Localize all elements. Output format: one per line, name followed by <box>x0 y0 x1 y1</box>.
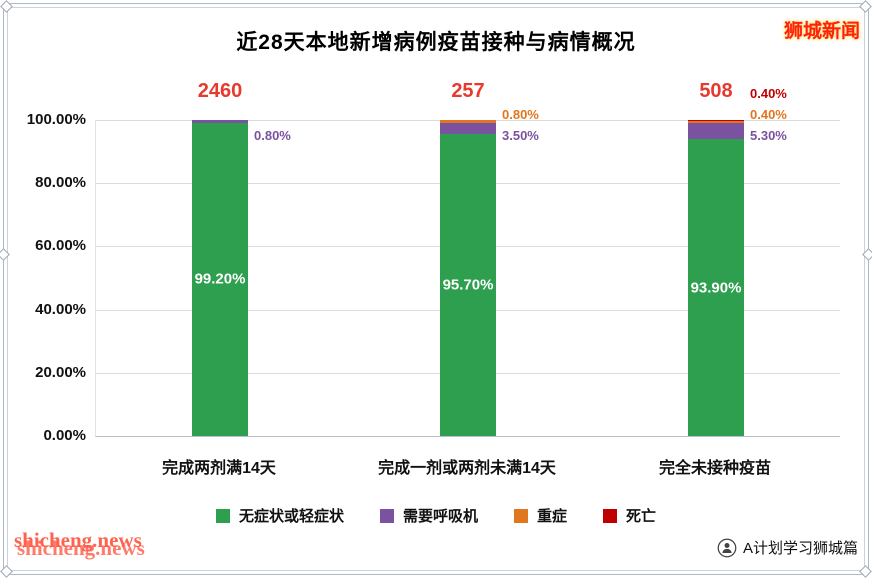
x-axis-label: 完全未接种疫苗 <box>658 460 772 477</box>
bar-total-label: 508 <box>699 80 733 102</box>
legend-label: 重症 <box>537 508 568 525</box>
bar-value-label: 95.70% <box>442 276 494 294</box>
y-axis-label: 80.00% <box>35 174 86 192</box>
frame-corner-ornament <box>859 0 872 13</box>
bar-segment <box>688 122 744 140</box>
frame-corner-ornament <box>0 0 13 13</box>
bar-segment <box>440 120 496 123</box>
legend-label: 需要呼吸机 <box>402 508 478 525</box>
legend-label: 死亡 <box>626 508 657 525</box>
bar: 99.20% <box>192 120 248 436</box>
segment-annotation: 0.40% <box>750 107 787 122</box>
bar-total-label: 257 <box>451 80 485 102</box>
frame-corner-ornament <box>859 565 872 578</box>
y-axis-label: 40.00% <box>35 300 86 318</box>
x-axis-label: 完成两剂满14天 <box>162 460 276 477</box>
legend-swatch <box>379 508 394 523</box>
segment-annotation: 0.80% <box>502 107 539 122</box>
bar-segment <box>192 120 248 123</box>
bar-value-label: 99.20% <box>194 270 246 288</box>
frame-corner-ornament <box>0 565 13 578</box>
bar-segment: 93.90% <box>688 139 744 436</box>
y-axis-label: 20.00% <box>35 363 86 381</box>
bar-segment <box>688 120 744 122</box>
legend-item: 无症状或轻症状 <box>215 505 344 526</box>
segment-annotation: 5.30% <box>750 128 787 143</box>
legend-swatch <box>603 508 618 523</box>
watermark-text: shicheng.news <box>14 528 142 552</box>
bar: 93.90% <box>688 120 744 436</box>
bar-value-label: 93.90% <box>690 279 742 297</box>
plot-area: 99.20% 2460 0.80% 95.70% 257 3.50% 0.80% 93.90%… <box>95 80 840 437</box>
bar: 95.70% <box>440 120 496 436</box>
legend-label: 无症状或轻症状 <box>238 508 344 525</box>
bar-segment: 99.20% <box>192 122 248 436</box>
segment-annotation: 0.80% <box>254 128 291 143</box>
legend-swatch <box>215 508 230 523</box>
credit: A计划学习狮城篇 <box>717 537 858 558</box>
x-axis-label: 完成一剂或两剂未满14天 <box>378 460 556 477</box>
watermark-text-shadow: shicheng.news <box>17 536 145 560</box>
bar-segment <box>688 121 744 123</box>
frame-edge-ornament <box>862 248 872 261</box>
legend-item: 死亡 <box>603 505 656 526</box>
credit-logo-icon <box>717 538 737 558</box>
bar-segment: 95.70% <box>440 133 496 436</box>
legend-swatch <box>514 508 528 523</box>
x-axis: 完成两剂满14天 完成一剂或两剂未满14天 完全未接种疫苗 <box>95 454 840 480</box>
legend: 无症状或轻症状 需要呼吸机 重症 死亡 <box>0 505 872 526</box>
segment-annotation: 3.50% <box>502 128 539 143</box>
credit-text: A计划学习狮城篇 <box>742 540 858 557</box>
legend-item: 需要呼吸机 <box>379 505 478 526</box>
legend-item: 重症 <box>514 505 567 526</box>
y-axis-label: 0.00% <box>43 427 86 444</box>
brand-logo: 狮城新闻 <box>783 21 860 42</box>
segment-annotation: 0.40% <box>750 86 787 101</box>
bar-total-label: 2460 <box>197 80 243 102</box>
y-axis-label: 100.00% <box>26 111 86 128</box>
bar-segment <box>440 122 496 134</box>
y-axis-label: 60.00% <box>35 237 86 255</box>
watermark: shicheng.news shicheng.news <box>14 528 254 572</box>
y-axis: 100.00% 80.00% 60.00% 40.00% 20.00% 0.00% <box>0 111 86 444</box>
chart-title: 近28天本地新增病例疫苗接种与病情概况 <box>236 31 636 54</box>
